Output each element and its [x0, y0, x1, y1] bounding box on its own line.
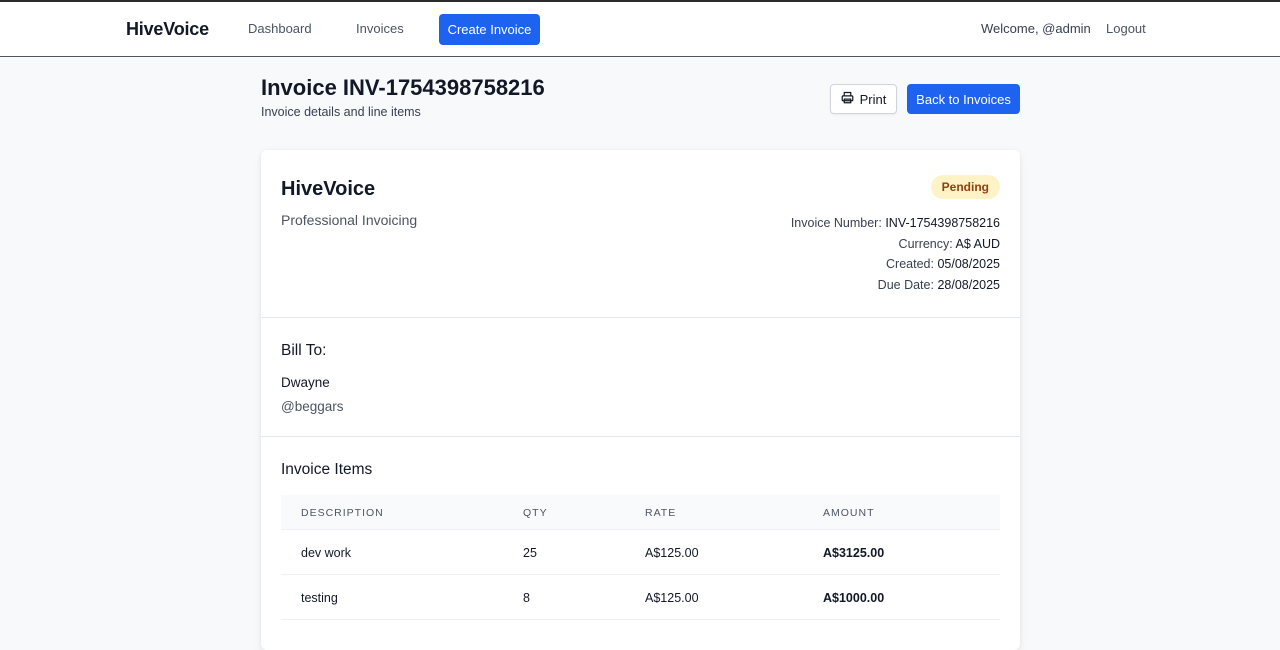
meta-created-row: Created: 05/08/2025: [791, 254, 1000, 275]
nav-invoices-link[interactable]: Invoices: [356, 21, 404, 36]
meta-currency-row: Currency: A$ AUD: [791, 234, 1000, 255]
bill-to-heading: Bill To:: [281, 342, 327, 359]
table-header: DESCRIPTION QTY RATE AMOUNT: [281, 495, 1000, 530]
column-header-amount: AMOUNT: [823, 507, 875, 519]
nav-dashboard-link[interactable]: Dashboard: [248, 21, 312, 36]
item-amount: A$3125.00: [823, 546, 885, 560]
client-name: Dwayne: [281, 375, 330, 390]
page-subtitle: Invoice details and line items: [261, 105, 421, 119]
meta-due-value: 28/08/2025: [937, 277, 1000, 292]
meta-number-row: Invoice Number: INV-1754398758216: [791, 213, 1000, 234]
section-divider: [261, 436, 1020, 437]
logout-link[interactable]: Logout: [1106, 21, 1146, 36]
company-name: HiveVoice: [281, 178, 376, 200]
invoice-items-table: DESCRIPTION QTY RATE AMOUNT dev work 25 …: [281, 495, 1000, 620]
page-title: Invoice INV-1754398758216: [261, 75, 545, 100]
table-row: testing 8 A$125.00 A$1000.00: [281, 575, 1000, 620]
status-badge: Pending: [930, 175, 1000, 199]
table-row: dev work 25 A$125.00 A$3125.00: [281, 530, 1000, 575]
column-header-rate: RATE: [645, 507, 677, 519]
welcome-text: Welcome, @admin: [981, 21, 1091, 36]
meta-due-label: Due Date:: [877, 277, 934, 292]
brand-logo[interactable]: HiveVoice: [126, 19, 209, 39]
item-description: dev work: [301, 546, 352, 560]
company-tagline: Professional Invoicing: [281, 212, 418, 228]
item-rate: A$125.00: [645, 546, 699, 560]
column-header-description: DESCRIPTION: [301, 507, 384, 519]
item-rate: A$125.00: [645, 591, 699, 605]
meta-created-label: Created:: [886, 257, 934, 271]
item-description: testing: [301, 591, 338, 605]
meta-number-value: INV-1754398758216: [885, 216, 1000, 230]
back-to-invoices-button[interactable]: Back to Invoices: [907, 84, 1020, 114]
meta-created-value: 05/08/2025: [937, 257, 1000, 271]
create-invoice-button[interactable]: Create Invoice: [439, 14, 540, 45]
printer-icon: [841, 91, 854, 107]
invoice-items-heading: Invoice Items: [281, 461, 373, 478]
section-divider: [261, 317, 1020, 318]
invoice-card: HiveVoice Professional Invoicing Pending…: [261, 150, 1020, 650]
meta-currency-label: Currency:: [898, 236, 953, 251]
item-qty: 25: [523, 546, 537, 560]
item-qty: 8: [523, 591, 530, 605]
item-amount: A$1000.00: [823, 591, 885, 605]
column-header-qty: QTY: [523, 507, 548, 519]
meta-due-row: Due Date: 28/08/2025: [791, 275, 1000, 296]
meta-number-label: Invoice Number:: [790, 216, 882, 230]
print-button[interactable]: Print: [830, 84, 897, 114]
top-navbar: HiveVoice Dashboard Invoices Create Invo…: [0, 0, 1280, 57]
client-handle: @beggars: [281, 399, 344, 414]
print-label: Print: [859, 91, 887, 107]
meta-currency-value: A$ AUD: [955, 236, 1000, 251]
invoice-meta: Invoice Number: INV-1754398758216 Curren…: [791, 213, 1000, 295]
